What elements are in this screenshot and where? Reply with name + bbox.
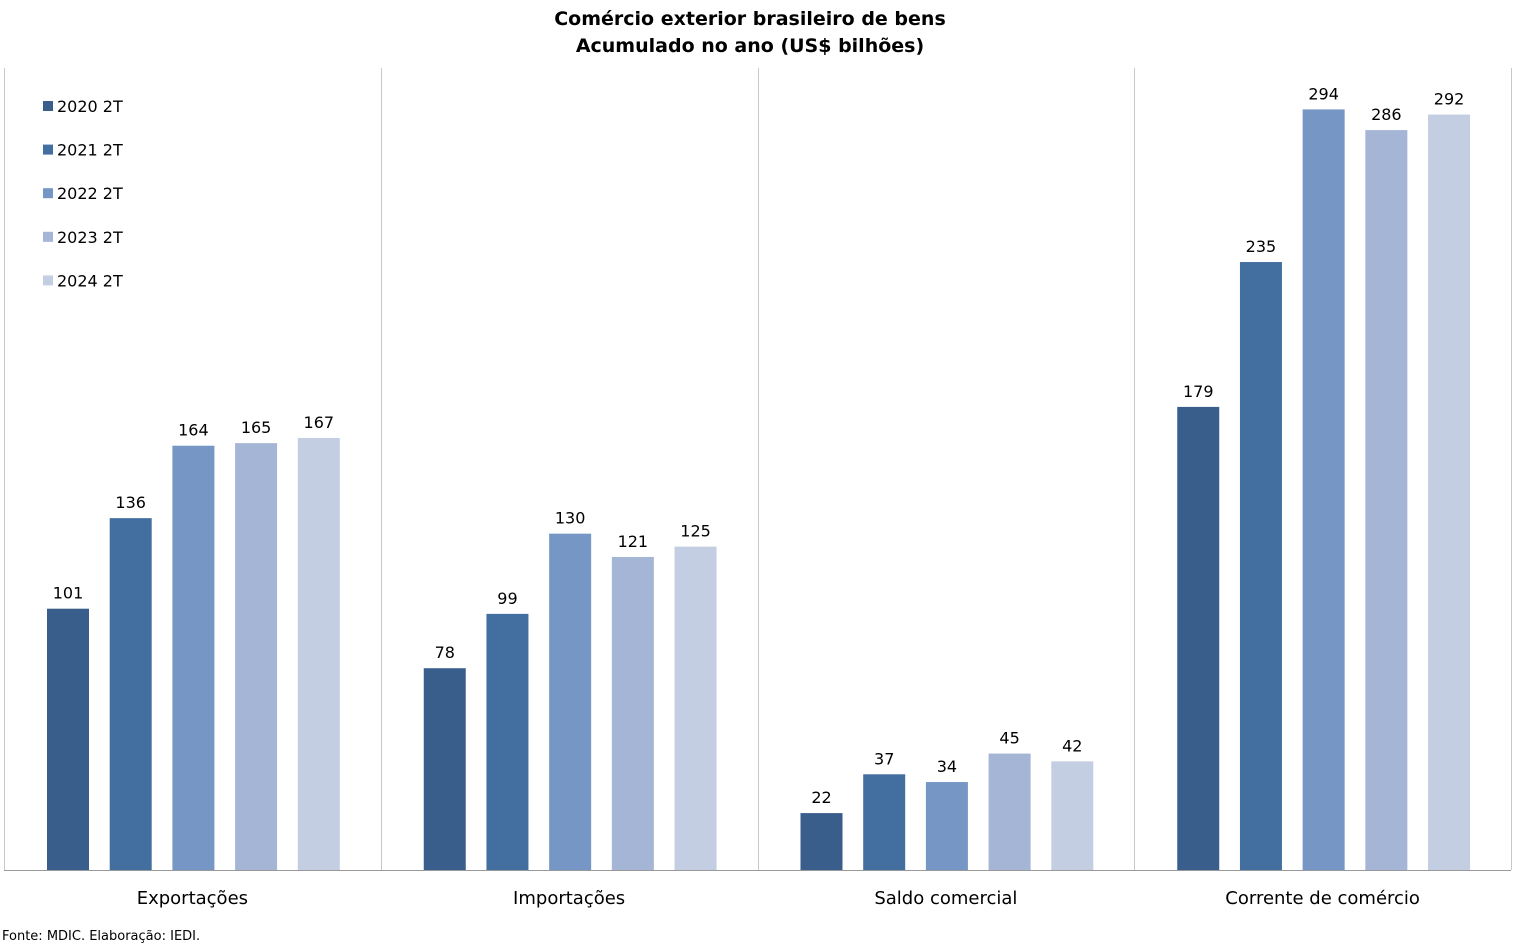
bar: [1177, 406, 1220, 870]
bar: [172, 445, 215, 870]
data-label: 179: [1183, 382, 1214, 401]
legend-entry: 2024 2T: [57, 271, 123, 290]
chart-title-line1: Comércio exterior brasileiro de bens: [554, 8, 946, 30]
bar: [1302, 109, 1345, 870]
bar: [863, 774, 906, 870]
data-label: 22: [811, 788, 831, 807]
bar: [674, 546, 717, 870]
data-label: 125: [680, 522, 711, 541]
x-tick-label: Importações: [513, 888, 625, 909]
x-tick-label: Saldo comercial: [874, 888, 1017, 909]
data-label: 286: [1371, 105, 1402, 124]
data-label: 136: [115, 493, 146, 512]
data-label: 34: [937, 757, 957, 776]
bar: [235, 443, 278, 870]
legend-marker: [43, 101, 53, 111]
data-label: 42: [1062, 736, 1082, 755]
bar: [486, 613, 529, 870]
bar: [549, 533, 592, 870]
bar: [423, 668, 466, 870]
source-note: Fonte: MDIC. Elaboração: IEDI.: [2, 929, 201, 944]
bar: [297, 437, 340, 870]
bar: [1365, 130, 1408, 870]
legend-entry: 2022 2T: [57, 184, 123, 203]
data-label: 130: [555, 509, 586, 528]
data-label: 165: [241, 418, 272, 437]
data-label: 78: [435, 643, 455, 662]
data-label: 164: [178, 421, 209, 440]
x-tick-label: Exportações: [137, 888, 248, 909]
legend-marker: [43, 275, 53, 286]
bar: [1239, 262, 1282, 871]
data-label: 101: [53, 584, 84, 603]
bar: [925, 782, 968, 870]
x-tick-label: Corrente de comércio: [1225, 888, 1420, 909]
bar: [988, 753, 1031, 870]
data-label: 99: [497, 589, 517, 608]
data-label: 45: [999, 729, 1019, 748]
bar: [47, 608, 89, 870]
bar: [1051, 761, 1094, 870]
data-label: 167: [304, 413, 335, 432]
legend-marker: [43, 188, 53, 199]
bar: [800, 813, 843, 870]
legend-entry: 2020 2T: [57, 97, 123, 116]
bar: [1428, 114, 1471, 870]
data-label: 37: [874, 749, 894, 768]
data-label: 294: [1308, 84, 1339, 103]
chart-subtitle: Acumulado no ano (US$ bilhões): [575, 35, 925, 57]
data-label: 121: [618, 532, 649, 551]
bar: [109, 518, 152, 870]
data-label: 235: [1246, 237, 1277, 256]
chart-title: Comércio exterior brasileiro de bens Acu…: [0, 6, 1500, 60]
legend-marker: [43, 144, 53, 155]
legend-entry: 2021 2T: [57, 141, 123, 160]
legend-marker: [43, 231, 53, 242]
legend-entry: 2023 2T: [57, 228, 123, 247]
data-label: 292: [1434, 90, 1465, 109]
bar: [611, 556, 654, 870]
